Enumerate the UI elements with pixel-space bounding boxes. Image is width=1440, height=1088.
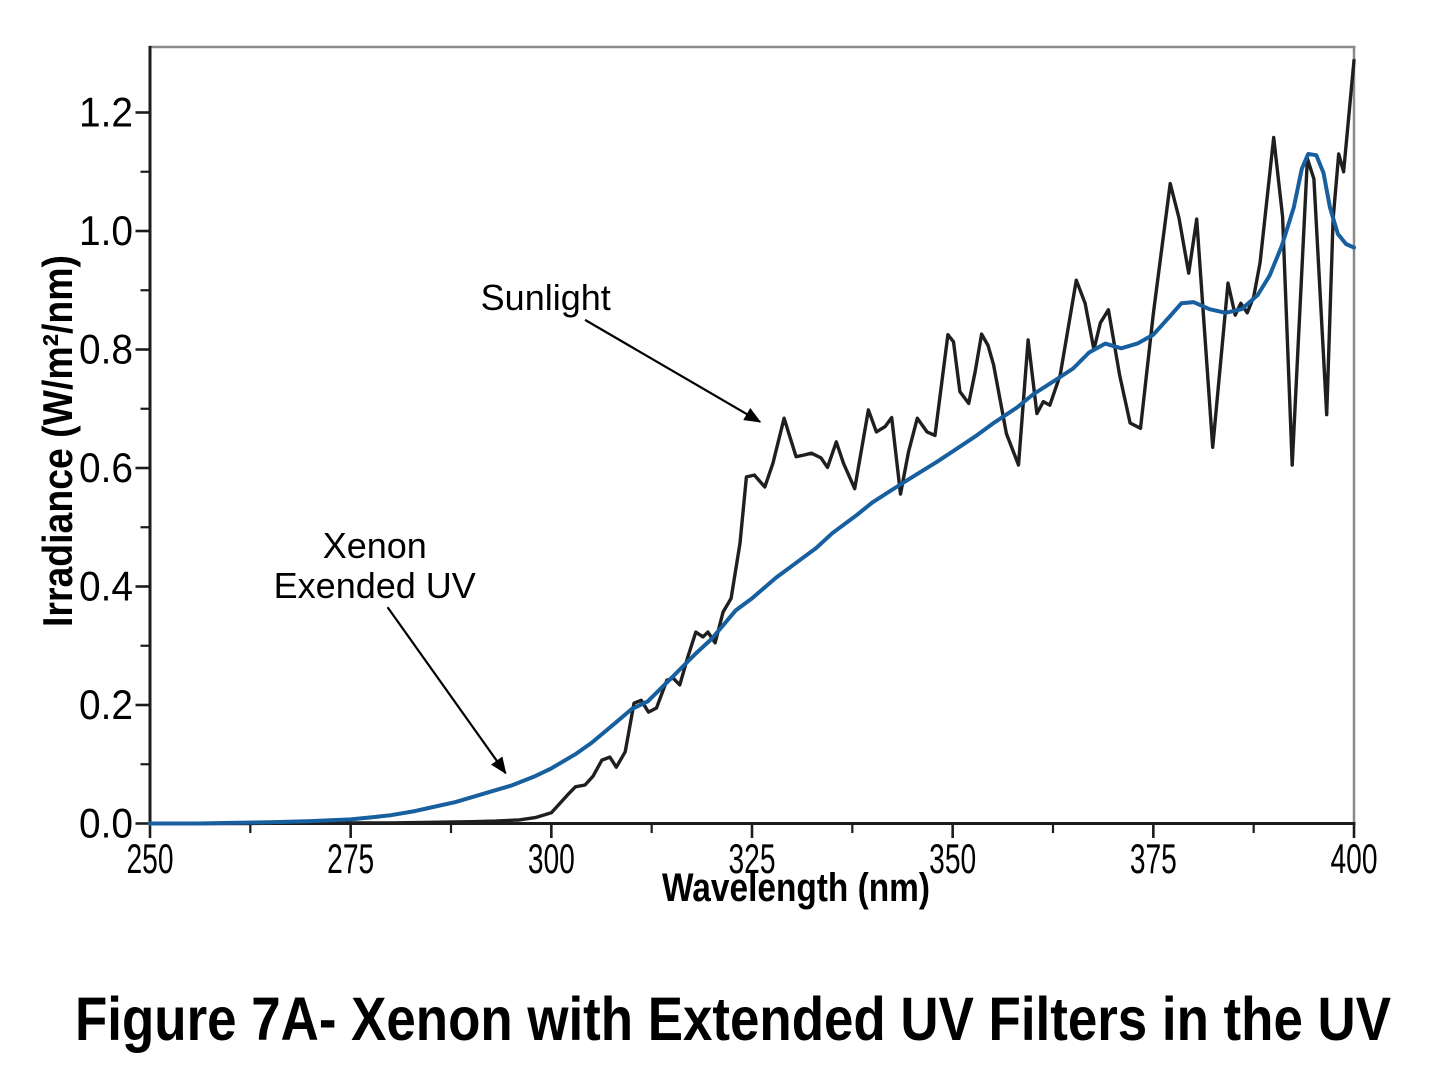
annotation-label-sunlight: Sunlight bbox=[481, 277, 611, 318]
x-axis-label: Wavelength (nm) bbox=[662, 866, 930, 910]
sunlight-series-line bbox=[148, 58, 1356, 826]
x-tick-label: 325 bbox=[729, 835, 776, 882]
y-tick-label: 0.6 bbox=[79, 444, 133, 491]
y-tick-label: 0.0 bbox=[79, 800, 133, 847]
x-tick-label: 375 bbox=[1130, 835, 1177, 882]
y-tick-label: 1.0 bbox=[79, 207, 133, 254]
y-tick-label: 0.2 bbox=[79, 681, 133, 728]
plot-area: 250 275 300 325 350 375 400 0.0 0.2 0.4 0.6 0.8 1.0 1… bbox=[79, 45, 1378, 882]
annotation-label-xenon-extended-uv: Xenon bbox=[323, 525, 427, 566]
x-tick-label: 275 bbox=[327, 835, 374, 882]
annotation-arrow-xenon-extended-uv bbox=[386, 606, 507, 775]
x-tick-label: 300 bbox=[528, 835, 575, 882]
y-tick-label: 0.4 bbox=[79, 563, 133, 610]
y-axis-label: Irradiance (W/m²/nm) bbox=[34, 255, 81, 627]
x-tick-label: 350 bbox=[929, 835, 976, 882]
y-tick-label: 0.8 bbox=[79, 326, 133, 373]
y-tick-label: 1.2 bbox=[79, 89, 133, 136]
x-tick-label: 250 bbox=[127, 835, 174, 882]
figure-caption: Figure 7A- Xenon with Extended UV Filter… bbox=[75, 985, 1391, 1053]
x-tick-label: 400 bbox=[1331, 835, 1378, 882]
annotation-label-xenon-extended-uv: Exended UV bbox=[274, 565, 476, 606]
xenon-exended-uv-series-line bbox=[148, 152, 1356, 826]
annotation-arrow-sunlight bbox=[584, 318, 762, 423]
